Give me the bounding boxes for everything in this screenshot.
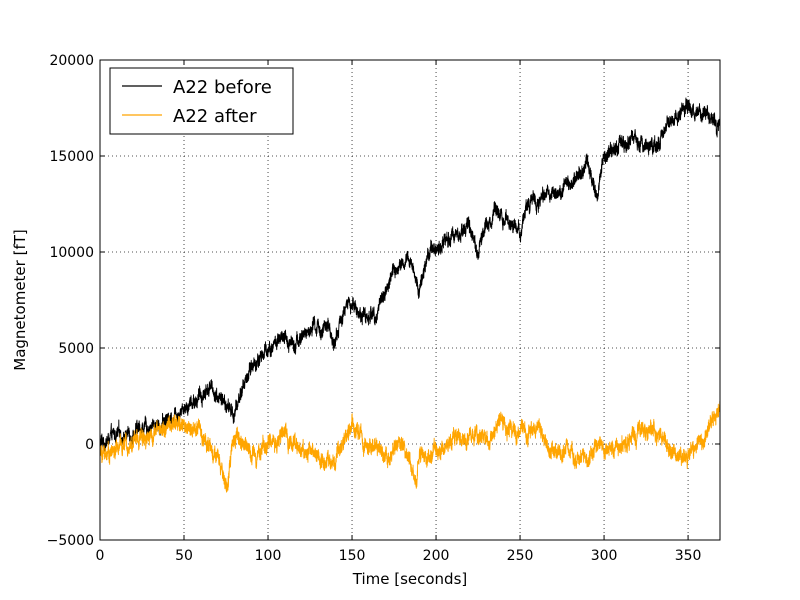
legend-box <box>109 67 294 135</box>
y-axis-label: Magnetometer [fT] <box>11 229 29 370</box>
series-layer <box>100 97 720 493</box>
x-tick-label: 150 <box>339 548 366 564</box>
x-tick-label: 100 <box>255 548 282 564</box>
plot-frame <box>99 59 721 541</box>
series-line-after <box>100 400 720 493</box>
ticks: 0 50 100 150 200 250 300 350−500005000100001500… <box>47 53 720 564</box>
y-tick-label: −5000 <box>47 533 94 549</box>
x-axis-label: Time [seconds] <box>352 570 468 588</box>
x-tick-label: 200 <box>423 548 450 564</box>
x-tick-label: 250 <box>507 548 534 564</box>
x-tick-label: 300 <box>591 548 618 564</box>
x-tick-label: 0 <box>96 548 105 564</box>
x-tick-label: 50 <box>175 548 193 564</box>
y-tick-label: 15000 <box>49 149 94 165</box>
y-tick-label: 0 <box>85 437 94 453</box>
x-tick-label: 350 <box>675 548 702 564</box>
series-line-before <box>100 97 720 452</box>
legend: A22 before A22 after <box>109 67 294 135</box>
y-tick-label: 20000 <box>49 53 94 69</box>
y-tick-label: 5000 <box>58 341 94 357</box>
y-tick-label: 10000 <box>49 245 94 261</box>
legend-label-before: A22 before <box>173 77 272 98</box>
legend-label-after: A22 after <box>173 106 257 127</box>
